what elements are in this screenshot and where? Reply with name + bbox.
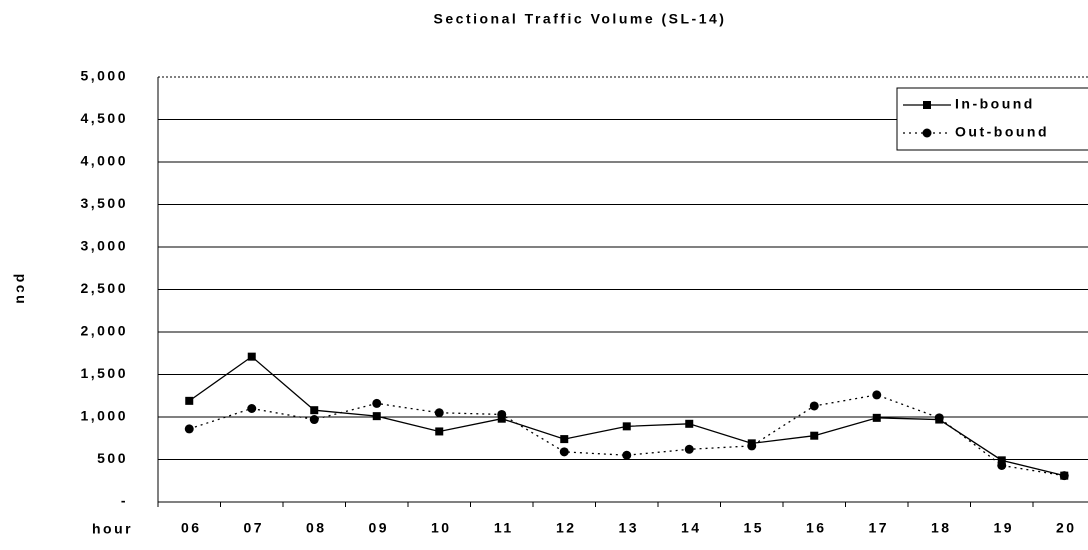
x-tick-label: 12 [556,520,577,536]
chart-title: Sectional Traffic Volume (SL-14) [434,11,727,27]
x-tick-label: 18 [931,520,952,536]
legend-label: Out-bound [955,124,1049,140]
marker [934,413,944,423]
x-tick-label: 11 [494,520,514,536]
y-tick-label: 5,000 [80,68,128,84]
x-tick-label: 08 [306,520,327,536]
x-tick-label: 09 [368,520,389,536]
x-tick-label: 07 [243,520,264,536]
y-tick-label: 2,000 [80,323,128,339]
y-tick-label: - [121,493,128,509]
marker [810,431,819,440]
y-tick-label: 4,500 [80,110,128,126]
x-tick-label: 06 [181,520,202,536]
marker [872,413,881,422]
marker [997,460,1007,470]
marker [435,427,444,436]
series-line [189,394,1065,477]
legend-marker [922,128,932,138]
marker [685,419,694,428]
x-tick-label: 14 [681,520,702,536]
marker [559,447,569,457]
x-tick-label: 13 [618,520,639,536]
x-tick-label: 19 [993,520,1014,536]
y-tick-label: 1,500 [80,365,128,381]
x-axis-label: hour [92,521,133,537]
x-tick-label: 17 [868,520,889,536]
marker [184,424,194,434]
marker [372,412,381,421]
y-tick-label: 3,500 [80,195,128,211]
marker [872,390,882,400]
y-tick-label: 500 [97,450,128,466]
marker [1059,471,1069,481]
y-axis-label: pcu [13,274,29,306]
marker [747,441,757,451]
marker [560,435,569,444]
legend-marker [923,101,931,109]
marker [997,456,1006,465]
marker [185,396,194,405]
marker [372,398,382,408]
x-tick-label: 10 [431,520,452,536]
marker [497,409,507,419]
y-tick-label: 4,000 [80,153,128,169]
marker [622,450,632,460]
marker [684,444,694,454]
legend-box [896,87,1088,151]
marker [622,422,631,431]
marker [309,415,319,425]
legend-label: In-bound [955,96,1035,112]
y-tick-label: 1,000 [80,408,128,424]
marker [247,352,256,361]
marker [434,408,444,418]
marker [809,401,819,411]
x-tick-label: 20 [1056,520,1077,536]
marker [310,406,319,415]
x-tick-label: 16 [806,520,827,536]
x-tick-label: 15 [743,520,764,536]
y-tick-label: 3,000 [80,238,128,254]
y-tick-label: 2,500 [80,280,128,296]
marker [247,404,257,413]
